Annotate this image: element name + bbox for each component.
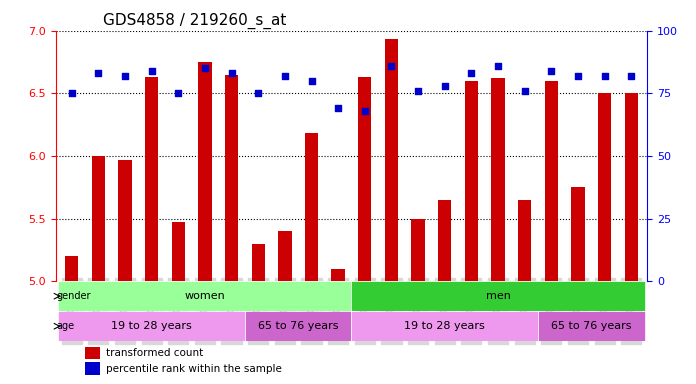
Point — [626, 73, 637, 79]
FancyBboxPatch shape — [351, 281, 644, 311]
Point — [493, 63, 504, 69]
Point — [146, 68, 157, 74]
Bar — [65, 256, 79, 281]
Text: transformed count: transformed count — [106, 348, 203, 358]
Bar — [86, 346, 100, 359]
Point — [279, 73, 290, 79]
Bar — [305, 133, 318, 281]
Text: 19 to 28 years: 19 to 28 years — [111, 321, 192, 331]
Point — [359, 108, 370, 114]
Point — [519, 88, 530, 94]
FancyBboxPatch shape — [538, 311, 644, 341]
FancyBboxPatch shape — [245, 311, 351, 341]
Bar — [545, 81, 558, 281]
Point — [93, 70, 104, 76]
FancyBboxPatch shape — [58, 281, 351, 311]
Point — [546, 68, 557, 74]
Bar — [278, 231, 292, 281]
FancyBboxPatch shape — [351, 311, 538, 341]
Text: 65 to 76 years: 65 to 76 years — [258, 321, 338, 331]
Bar — [86, 362, 100, 374]
Point — [386, 63, 397, 69]
Text: 19 to 28 years: 19 to 28 years — [404, 321, 485, 331]
Bar — [198, 62, 212, 281]
Bar — [385, 40, 398, 281]
Bar — [172, 222, 185, 281]
Text: GDS4858 / 219260_s_at: GDS4858 / 219260_s_at — [103, 13, 286, 29]
Text: gender: gender — [56, 291, 90, 301]
Point — [333, 105, 344, 111]
Bar — [465, 81, 478, 281]
Bar — [145, 77, 158, 281]
Point — [466, 70, 477, 76]
Point — [599, 73, 610, 79]
Text: percentile rank within the sample: percentile rank within the sample — [106, 364, 282, 374]
Bar — [438, 200, 452, 281]
Text: age: age — [56, 321, 74, 331]
Bar — [598, 93, 611, 281]
Bar — [118, 160, 132, 281]
Point — [226, 70, 237, 76]
FancyBboxPatch shape — [58, 311, 245, 341]
Bar — [358, 77, 372, 281]
Point — [173, 90, 184, 96]
Point — [120, 73, 131, 79]
Point — [572, 73, 583, 79]
Bar — [92, 156, 105, 281]
Point — [413, 88, 424, 94]
Text: 65 to 76 years: 65 to 76 years — [551, 321, 631, 331]
Text: men: men — [486, 291, 510, 301]
Bar — [518, 200, 531, 281]
Bar — [624, 93, 638, 281]
Point — [199, 65, 210, 71]
Bar — [411, 218, 425, 281]
Bar — [251, 243, 265, 281]
Bar — [571, 187, 585, 281]
Point — [253, 90, 264, 96]
Point — [439, 83, 450, 89]
Bar — [491, 78, 505, 281]
Bar — [225, 74, 238, 281]
Point — [306, 78, 317, 84]
Text: women: women — [184, 291, 226, 301]
Point — [66, 90, 77, 96]
Bar — [331, 269, 345, 281]
